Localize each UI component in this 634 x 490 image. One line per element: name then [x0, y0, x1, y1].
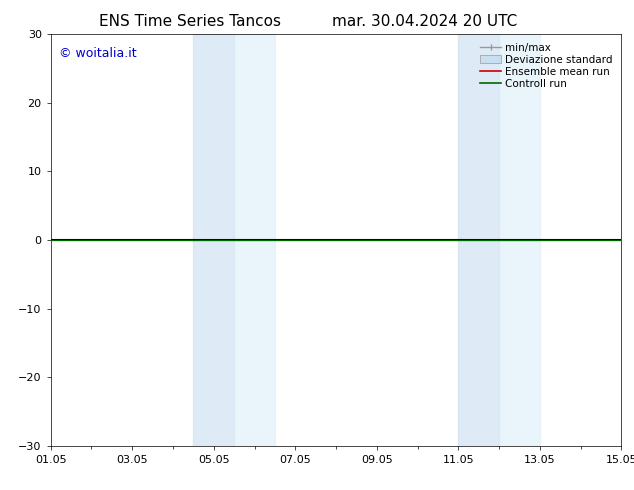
Text: © woitalia.it: © woitalia.it [59, 47, 137, 60]
Bar [458, 34, 499, 446]
Legend: min/max, Deviazione standard, Ensemble mean run, Controll run: min/max, Deviazione standard, Ensemble m… [477, 40, 616, 92]
Text: ENS Time Series Tancos: ENS Time Series Tancos [99, 14, 281, 29]
Text: mar. 30.04.2024 20 UTC: mar. 30.04.2024 20 UTC [332, 14, 517, 29]
Bar [499, 34, 540, 446]
Bar [234, 34, 275, 446]
Bar [193, 34, 234, 446]
